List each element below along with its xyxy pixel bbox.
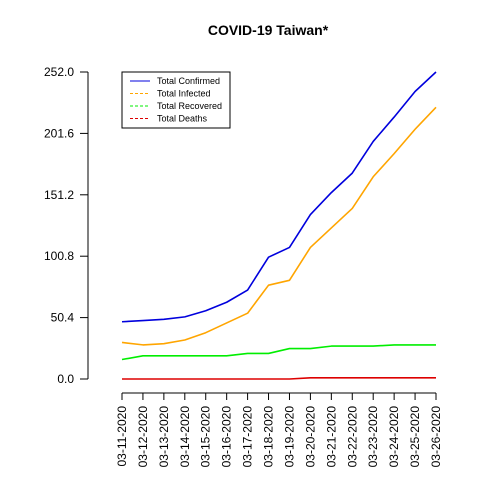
x-tick-label: 03-16-2020 [220, 406, 234, 468]
series-line-3 [122, 376, 436, 380]
chart-title: COVID-19 Taiwan* [208, 22, 329, 38]
x-axis: 03-11-2020 03-12-2020 03-13-2020 03-14-2020… [115, 392, 443, 468]
y-tick-label: 50.4 [51, 311, 75, 325]
y-tick-label: 201.6 [44, 126, 74, 140]
x-tick-label: 03-11-2020 [115, 406, 129, 467]
x-tick-label: 03-21-2020 [324, 406, 338, 468]
x-tick-label: 03-22-2020 [345, 406, 359, 468]
legend-entry: Total Confirmed [157, 76, 220, 86]
y-axis: 0.0 50.4 100.8 151.2 201.6 252.0 [44, 65, 89, 386]
legend: Total Confirmed Total Infected Total Recov… [121, 71, 231, 129]
x-tick-label: 03-25-2020 [408, 406, 422, 468]
x-tick-label: 03-15-2020 [199, 406, 213, 468]
y-tick-label: 252.0 [44, 65, 74, 79]
x-tick-label: 03-23-2020 [366, 406, 380, 468]
x-tick-label: 03-20-2020 [303, 406, 317, 468]
series-line-1 [121, 106, 437, 346]
y-tick-label: 100.8 [44, 249, 74, 263]
x-tick-label: 03-18-2020 [262, 406, 276, 468]
x-tick-label: 03-19-2020 [282, 406, 296, 468]
x-tick-label: 03-14-2020 [178, 406, 192, 468]
series-line-2 [121, 344, 436, 361]
legend-entry: Total Infected [157, 89, 211, 99]
x-tick-label: 03-12-2020 [136, 406, 150, 468]
x-tick-label: 03-13-2020 [157, 406, 171, 468]
y-tick-label: 0.0 [57, 372, 74, 386]
series-line-0 [121, 71, 437, 323]
y-tick-label: 151.2 [44, 188, 74, 202]
series-lines [121, 71, 437, 380]
legend-entry: Total Deaths [157, 114, 208, 124]
x-tick-label: 03-26-2020 [429, 406, 443, 468]
x-tick-label: 03-17-2020 [241, 406, 255, 468]
x-tick-label: 03-24-2020 [387, 406, 401, 468]
legend-entry: Total Recovered [157, 101, 222, 111]
